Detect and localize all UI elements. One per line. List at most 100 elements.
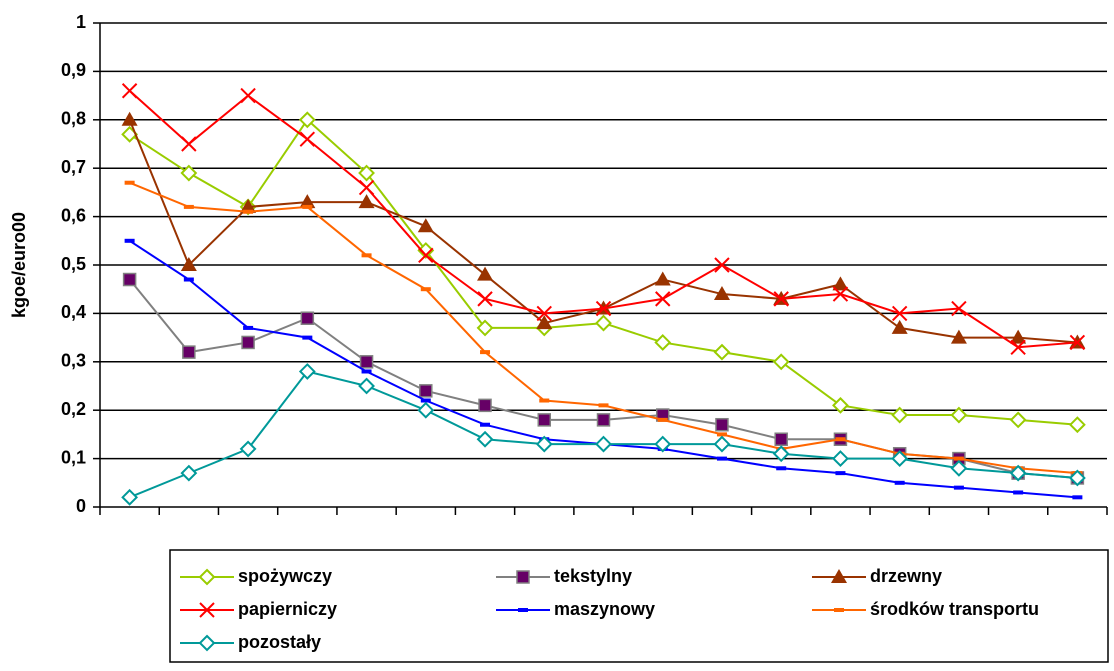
marker — [894, 480, 905, 485]
marker — [657, 417, 668, 422]
marker — [539, 398, 550, 403]
marker — [1010, 329, 1027, 344]
marker — [832, 396, 849, 414]
marker — [537, 413, 552, 427]
marker — [302, 204, 313, 209]
series — [124, 238, 1083, 500]
marker — [243, 325, 254, 330]
marker — [716, 456, 727, 461]
marker — [480, 422, 491, 427]
marker — [240, 198, 257, 213]
marker — [536, 315, 553, 330]
marker — [480, 350, 491, 355]
marker — [595, 314, 612, 332]
marker — [419, 384, 433, 398]
marker — [361, 369, 372, 374]
marker — [832, 286, 849, 302]
marker — [774, 432, 788, 446]
marker — [832, 276, 849, 291]
marker — [358, 164, 375, 182]
marker — [358, 179, 375, 196]
marker — [715, 417, 729, 432]
marker — [1009, 411, 1027, 429]
marker — [300, 311, 315, 325]
marker — [420, 398, 431, 403]
marker — [950, 406, 968, 424]
marker — [772, 445, 790, 463]
marker — [716, 432, 727, 437]
marker — [299, 194, 316, 209]
marker — [478, 398, 492, 413]
y-tick-label: 0,8 — [61, 109, 86, 129]
series-line — [129, 118, 1078, 426]
marker — [243, 209, 254, 214]
marker — [1068, 469, 1086, 487]
marker — [891, 450, 909, 468]
series — [121, 111, 1086, 434]
marker — [655, 291, 671, 307]
marker — [598, 403, 609, 408]
legend-label: spożywczy — [238, 566, 332, 586]
marker — [181, 136, 197, 152]
marker — [596, 413, 611, 427]
marker — [358, 377, 375, 395]
marker — [183, 204, 194, 209]
legend-marker — [198, 568, 216, 586]
marker — [417, 218, 434, 233]
marker — [1010, 339, 1026, 355]
marker — [773, 291, 789, 307]
series — [121, 363, 1086, 506]
legend-label: tekstylny — [554, 566, 632, 586]
legend-marker — [518, 608, 528, 612]
y-tick-label: 0,1 — [61, 447, 86, 467]
marker — [124, 238, 135, 243]
marker — [420, 287, 431, 292]
marker — [241, 335, 255, 350]
marker — [654, 435, 672, 453]
marker — [891, 319, 908, 334]
marker — [595, 300, 612, 317]
marker — [950, 329, 967, 344]
y-tick-label: 0,5 — [61, 254, 86, 274]
marker — [358, 194, 375, 209]
marker — [714, 257, 730, 273]
legend-label: pozostały — [238, 632, 321, 652]
marker — [180, 164, 198, 182]
marker — [299, 131, 316, 147]
marker — [595, 435, 612, 453]
legend-label: maszynowy — [554, 599, 655, 619]
y-tick-label: 0,6 — [61, 205, 86, 225]
y-tick-label: 0 — [76, 496, 86, 516]
y-tick-label: 0,3 — [61, 351, 86, 371]
marker — [951, 300, 967, 317]
marker — [536, 305, 552, 322]
marker — [122, 272, 137, 287]
y-tick-label: 1 — [76, 12, 86, 32]
marker — [121, 83, 138, 99]
y-axis-label: kgoe/euro00 — [9, 212, 29, 318]
marker — [298, 111, 316, 129]
marker — [477, 266, 494, 281]
legend-label: drzewny — [870, 566, 942, 586]
marker — [302, 335, 313, 340]
marker — [772, 353, 790, 371]
marker — [121, 111, 138, 126]
marker — [361, 253, 372, 258]
marker — [953, 456, 964, 461]
marker — [239, 440, 257, 458]
marker — [124, 180, 135, 185]
y-tick-label: 0,7 — [61, 157, 86, 177]
marker — [891, 305, 908, 322]
marker — [1072, 495, 1083, 500]
marker — [713, 343, 731, 361]
marker — [298, 363, 316, 380]
marker — [180, 257, 197, 271]
legend-marker — [199, 602, 215, 618]
y-tick-label: 0,9 — [61, 60, 86, 80]
series-line — [129, 370, 1078, 499]
marker — [240, 87, 256, 104]
marker — [713, 435, 731, 453]
legend-marker — [834, 608, 844, 612]
y-tick-label: 0,4 — [61, 302, 86, 322]
marker — [359, 355, 374, 369]
